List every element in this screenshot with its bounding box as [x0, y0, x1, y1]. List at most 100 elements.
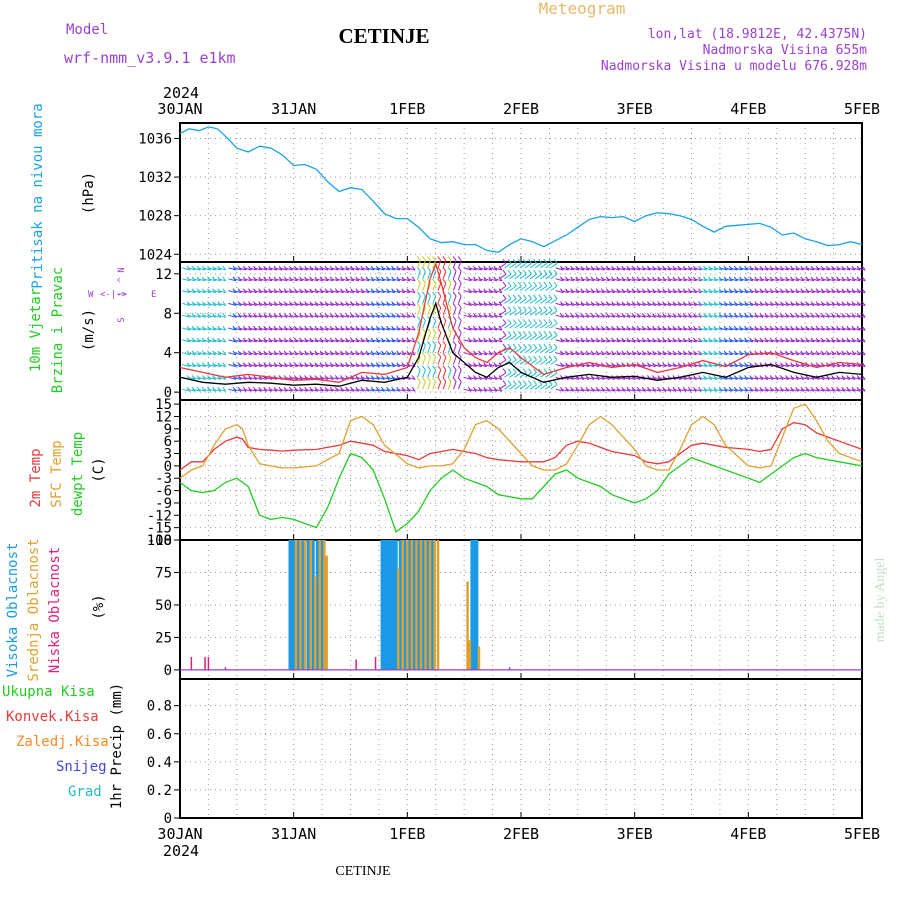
wind-barb — [616, 302, 625, 306]
wind-barb — [187, 364, 196, 368]
wind-barb — [207, 290, 216, 294]
wind-barb — [785, 290, 794, 294]
wind-barb — [703, 339, 712, 343]
wind-barb — [647, 388, 656, 392]
wind-barb — [662, 327, 671, 331]
wind-barb — [760, 327, 769, 331]
wind-barb — [744, 376, 753, 380]
wind-barb — [238, 364, 247, 368]
wind-barb — [744, 364, 753, 368]
wind-barb — [657, 339, 666, 343]
wind-barb — [811, 388, 820, 392]
wind-barb — [458, 260, 462, 269]
wind-barb-flag — [442, 316, 447, 321]
wind-barb — [407, 388, 416, 392]
wind-barb — [555, 339, 564, 343]
wind-barb — [586, 339, 595, 343]
wind-barb — [622, 352, 631, 356]
wind-barb — [447, 356, 452, 365]
wind-barb — [325, 339, 334, 343]
wind-barb — [708, 290, 717, 294]
wind-barb — [304, 278, 313, 282]
wind-barb — [755, 278, 764, 282]
wind-barb — [427, 381, 431, 390]
wind-barb — [673, 364, 682, 368]
wind-barb — [233, 267, 242, 271]
wind-barb — [683, 339, 692, 343]
wind-barb-flag — [457, 365, 462, 371]
wind-barb — [688, 339, 697, 343]
wind-barb — [391, 302, 400, 306]
wind-barb — [826, 278, 835, 282]
wind-barb — [698, 388, 707, 392]
wind-barb — [790, 267, 799, 271]
wind-barb — [192, 290, 201, 294]
wind-barb — [627, 290, 636, 294]
wind-barb-flag — [452, 316, 457, 321]
wind-barb-flag — [457, 352, 462, 358]
wind-barb — [555, 302, 564, 306]
wind-barb — [233, 388, 242, 392]
wind-barb — [233, 352, 242, 356]
wind-barb — [458, 356, 462, 365]
wind-barb — [325, 364, 334, 368]
wind-barb — [806, 352, 815, 356]
wind-barb — [826, 339, 835, 343]
wind-barb-flag — [442, 340, 447, 346]
wind-barb — [836, 339, 845, 343]
wind-barb-flag — [452, 365, 457, 371]
wind-barb — [703, 352, 712, 356]
wind-barb — [253, 327, 262, 331]
wind-barb — [693, 290, 702, 294]
wind-barb — [478, 339, 487, 343]
wind-barb-flag — [543, 355, 548, 361]
wind-barb-flag — [523, 306, 527, 311]
wind-barb — [504, 262, 512, 269]
wind-barb — [719, 267, 728, 271]
wind-barb — [458, 295, 462, 304]
wind-barb — [238, 290, 247, 294]
wind-barb — [734, 364, 743, 368]
wind-barb — [361, 352, 370, 356]
wind-barb-flag — [543, 269, 548, 275]
wind-barb — [437, 381, 442, 390]
wind-barb — [688, 302, 697, 306]
wind-barb — [524, 298, 532, 304]
wind-barb — [688, 352, 697, 356]
wind-barb — [263, 388, 272, 392]
wind-barb — [417, 295, 421, 304]
wind-barb — [760, 376, 769, 380]
wind-barb — [841, 327, 850, 331]
wind-barb — [427, 369, 431, 378]
wind-barb-flag — [528, 319, 532, 324]
wind-barb — [596, 376, 605, 380]
wind-barb — [831, 302, 840, 306]
wind-barb — [831, 388, 840, 392]
wind-barb — [739, 278, 748, 282]
wind-barb — [780, 327, 789, 331]
wind-barb — [780, 376, 789, 380]
wind-barb-flag — [502, 306, 507, 311]
wind-barb — [601, 388, 610, 392]
wind-barb — [258, 327, 267, 331]
wind-barb — [386, 352, 395, 356]
wind-barb — [627, 376, 636, 380]
wind-barb — [811, 267, 820, 271]
wind-barb — [795, 364, 804, 368]
wind-barb — [217, 278, 226, 282]
temperature-ytick-label: -18 — [147, 533, 172, 549]
wind-barb — [442, 307, 447, 316]
wind-barb — [591, 339, 600, 343]
wind-barb-flag — [502, 330, 507, 336]
wind-barb — [591, 364, 600, 368]
wind-barb — [325, 376, 334, 380]
wind-barb — [407, 290, 416, 294]
wind-barb — [693, 388, 702, 392]
wind-barb-flag — [507, 258, 512, 264]
wind-barb — [248, 388, 257, 392]
wind-barb-flag — [507, 355, 512, 361]
wind-barb — [652, 302, 661, 306]
wind-barb — [202, 339, 211, 343]
wind-barb — [263, 290, 272, 294]
wind-barb — [468, 278, 477, 282]
